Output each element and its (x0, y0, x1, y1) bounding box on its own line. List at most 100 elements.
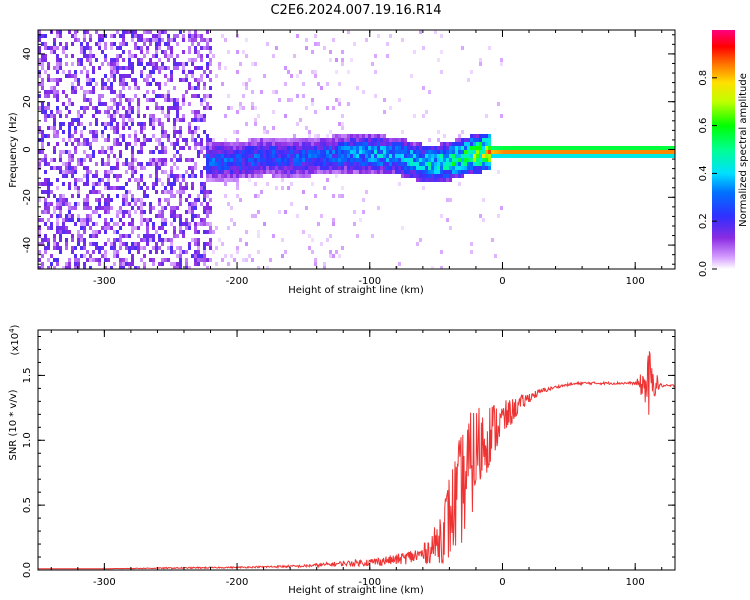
spectrogram-cell (185, 158, 188, 162)
spectrogram-cell (158, 70, 161, 74)
spectrogram-cell (383, 162, 386, 166)
spectrogram-cell (77, 110, 80, 114)
spectrogram-cell (104, 198, 107, 202)
spectrogram-cell (185, 250, 188, 254)
spectrogram-cell (116, 106, 119, 110)
spectrogram-cell (377, 138, 380, 142)
spectrogram-cell (149, 150, 152, 154)
spectrogram-cell (53, 206, 56, 210)
spectrogram-cell (116, 122, 119, 126)
spectrogram-cell (245, 54, 248, 58)
spectrogram-cell (425, 110, 428, 114)
spectrogram-cell (296, 138, 299, 142)
spectrogram-cell (467, 154, 470, 158)
spectrogram-cell (554, 146, 557, 150)
spectrogram-cell (395, 162, 398, 166)
spectrogram-cell (257, 154, 260, 158)
spectrogram-cell (374, 94, 377, 98)
spectrogram-cell (38, 230, 41, 234)
spectrogram-cell (404, 158, 407, 162)
spectrogram-cell (95, 190, 98, 194)
spectrogram-cell (62, 90, 65, 94)
snr-frame (37, 329, 676, 571)
spectrogram-cell (83, 238, 86, 242)
spectrogram-cell (587, 146, 590, 150)
spectrogram-cell (479, 146, 482, 150)
spectrogram-cell (77, 190, 80, 194)
spectrogram-cell (275, 154, 278, 158)
spectrogram-cell (95, 246, 98, 250)
spectrogram-cell (140, 38, 143, 42)
spectrogram-cell (419, 170, 422, 174)
spectrogram-cell (233, 150, 236, 154)
spectrogram-cell (164, 30, 167, 34)
spectrogram-cell (299, 146, 302, 150)
spectrogram-cell (170, 158, 173, 162)
spectrogram-cell (89, 90, 92, 94)
spectrogram-cell (308, 130, 311, 134)
spectrogram-cell (389, 166, 392, 170)
spectrogram-cell (59, 234, 62, 238)
spectrogram-cell (89, 98, 92, 102)
spectrogram-cell (389, 146, 392, 150)
spectrogram-cell (65, 174, 68, 178)
spectrogram-cell (194, 254, 197, 258)
spectrogram-cell (254, 142, 257, 146)
spectrogram-cell (203, 118, 206, 122)
spectrogram-cell (437, 138, 440, 142)
spectrogram-cell (230, 166, 233, 170)
spectrogram-cell (608, 154, 611, 158)
spectrogram-cell (326, 146, 329, 150)
spectrogram-cell (119, 218, 122, 222)
spectrogram-cell (455, 174, 458, 178)
spectrogram-cell (104, 42, 107, 46)
spectrogram-cell (254, 174, 257, 178)
spectrogram-cell (383, 138, 386, 142)
spectrogram-cell (47, 210, 50, 214)
spectrogram-cell (539, 146, 542, 150)
spectrogram-cell (332, 162, 335, 166)
spectrogram-cell (158, 138, 161, 142)
spectrogram-cell (62, 70, 65, 74)
spectrogram-cell (515, 154, 518, 158)
spectrogram-cell (200, 58, 203, 62)
colorbar-ticks: 0.00.20.40.60.8 (698, 70, 717, 277)
spectrogram-cell (56, 34, 59, 38)
spectrogram-cell (335, 58, 338, 62)
spectrogram-cell (170, 98, 173, 102)
spectrogram-cell (71, 82, 74, 86)
spectrogram-cell (275, 158, 278, 162)
spectrogram-cell (170, 174, 173, 178)
spectrogram-cell (446, 146, 449, 150)
spectrogram-cell (230, 154, 233, 158)
spectrogram-cell (410, 158, 413, 162)
spectrogram-cell (524, 154, 527, 158)
spectrogram-cell (542, 150, 545, 154)
spectrogram-cell (290, 166, 293, 170)
spectrogram-cell (263, 146, 266, 150)
spectrogram-cell (182, 78, 185, 82)
spectrogram-cell (68, 258, 71, 262)
spectrogram-cell (218, 146, 221, 150)
spectrogram-cell (278, 174, 281, 178)
spectrogram-cell (119, 242, 122, 246)
spectrogram-cell (284, 150, 287, 154)
spectrogram-cell (83, 174, 86, 178)
spectrogram-cell (188, 50, 191, 54)
spectrogram-cell (167, 94, 170, 98)
spectrogram-cell (275, 46, 278, 50)
spectrogram-cell (53, 118, 56, 122)
spectrogram-cell (209, 258, 212, 262)
spectrogram-cell (389, 154, 392, 158)
spectrogram-cell (281, 146, 284, 150)
spectrogram-cell (422, 166, 425, 170)
spectrogram-cell (41, 210, 44, 214)
spectrogram-cell (449, 154, 452, 158)
spectrogram-cell (50, 214, 53, 218)
spectrogram-cell (539, 154, 542, 158)
spectrogram-cell (227, 174, 230, 178)
spectrogram-cell (401, 130, 404, 134)
spectrogram-cell (86, 70, 89, 74)
spectrogram-cell (413, 142, 416, 146)
